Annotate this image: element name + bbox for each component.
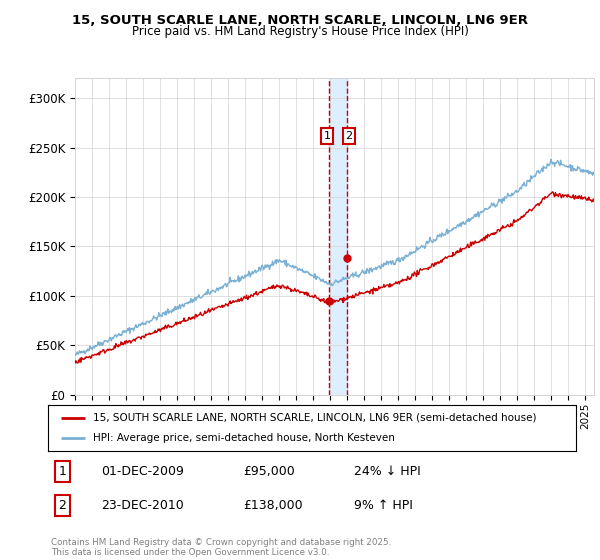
- Text: 9% ↑ HPI: 9% ↑ HPI: [354, 499, 413, 512]
- Text: £138,000: £138,000: [244, 499, 303, 512]
- Text: 2: 2: [59, 499, 67, 512]
- Text: HPI: Average price, semi-detached house, North Kesteven: HPI: Average price, semi-detached house,…: [93, 433, 395, 444]
- Text: 2: 2: [346, 130, 353, 141]
- Text: 24% ↓ HPI: 24% ↓ HPI: [354, 465, 421, 478]
- Text: 01-DEC-2009: 01-DEC-2009: [101, 465, 184, 478]
- Text: Contains HM Land Registry data © Crown copyright and database right 2025.
This d: Contains HM Land Registry data © Crown c…: [51, 538, 391, 557]
- Bar: [329, 78, 347, 395]
- Text: 15, SOUTH SCARLE LANE, NORTH SCARLE, LINCOLN, LN6 9ER (semi-detached house): 15, SOUTH SCARLE LANE, NORTH SCARLE, LIN…: [93, 413, 536, 423]
- Text: 1: 1: [323, 130, 331, 141]
- Text: £95,000: £95,000: [244, 465, 295, 478]
- Text: Price paid vs. HM Land Registry's House Price Index (HPI): Price paid vs. HM Land Registry's House …: [131, 25, 469, 38]
- Text: 15, SOUTH SCARLE LANE, NORTH SCARLE, LINCOLN, LN6 9ER: 15, SOUTH SCARLE LANE, NORTH SCARLE, LIN…: [72, 14, 528, 27]
- Text: 1: 1: [59, 465, 67, 478]
- Text: 23-DEC-2010: 23-DEC-2010: [101, 499, 184, 512]
